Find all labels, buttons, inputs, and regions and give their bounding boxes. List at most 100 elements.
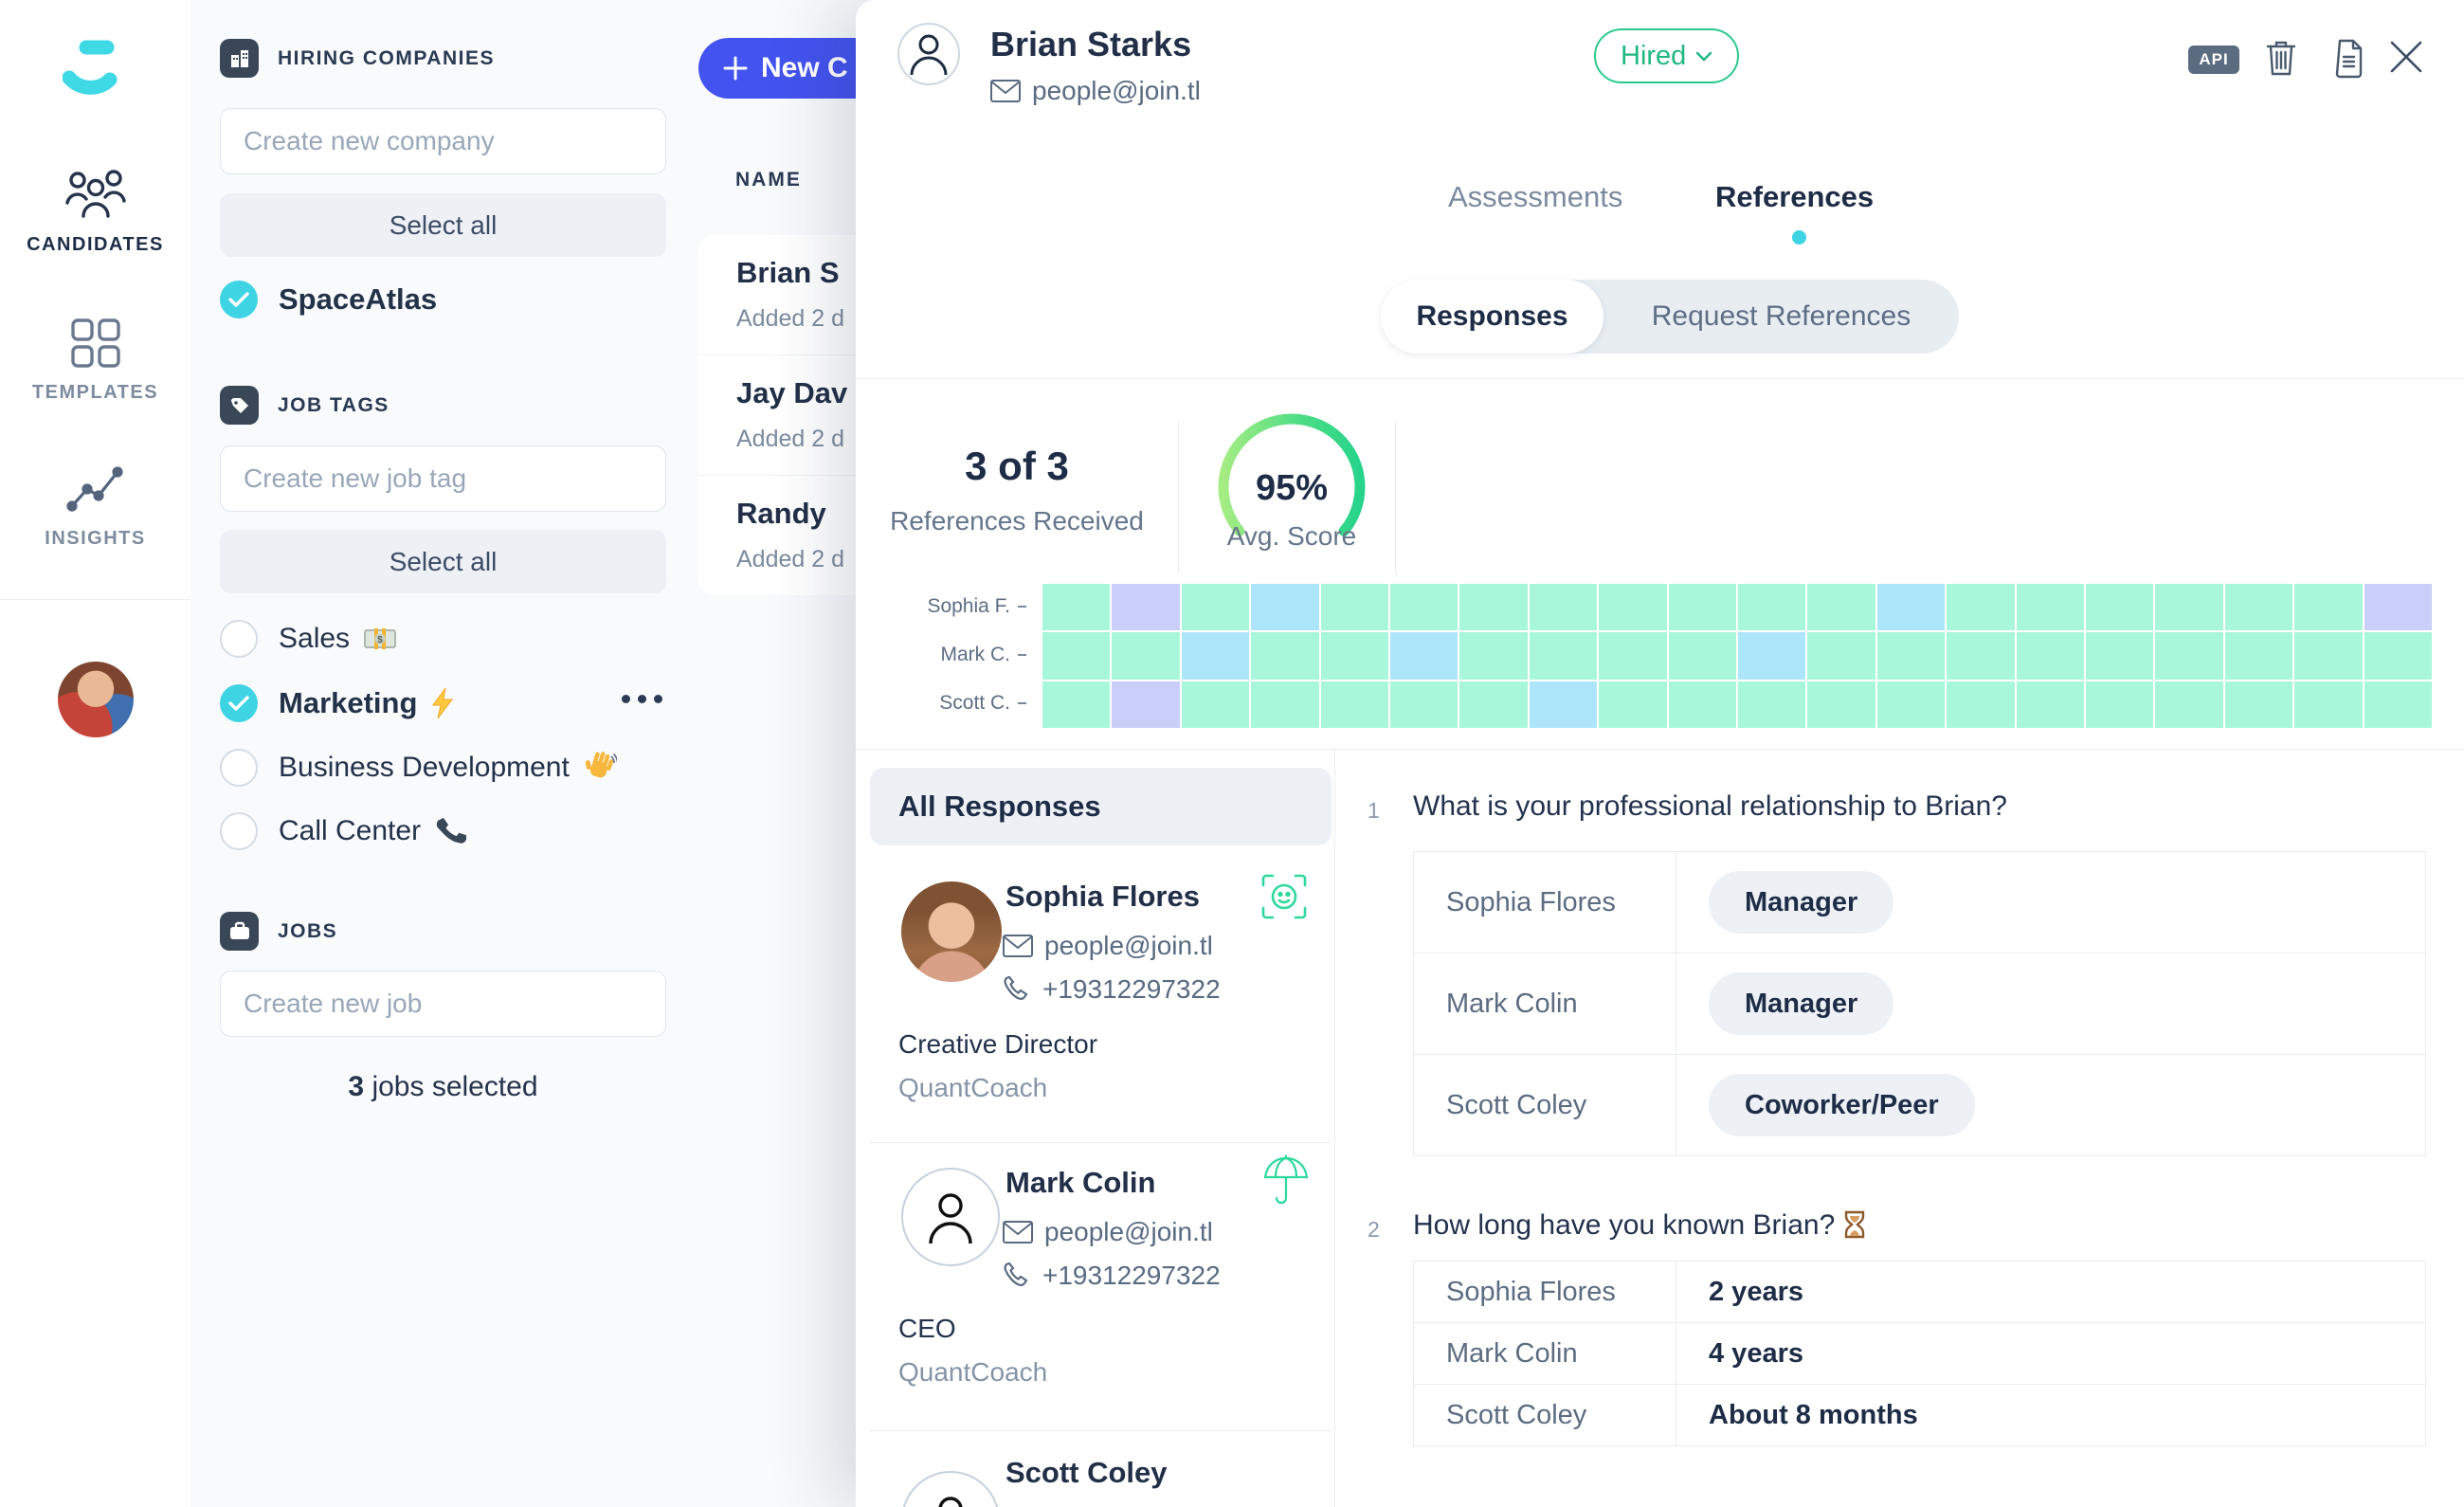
status-dropdown[interactable]: Hired: [1594, 28, 1740, 83]
sidebar-item-insights[interactable]: INSIGHTS: [0, 463, 190, 550]
heatmap-cell: [1738, 584, 1806, 631]
create-job-input[interactable]: [220, 971, 666, 1037]
heatmap-cell: [1112, 681, 1180, 728]
heatmap-cell: [1320, 681, 1388, 728]
heatmap-cell: [1042, 681, 1111, 728]
avatar: [901, 1168, 1000, 1266]
email-row: people@join.tl: [1003, 931, 1213, 961]
create-job-tag-input[interactable]: [220, 445, 666, 512]
filters-panel: HIRING COMPANIES Select all SpaceAtlas J…: [190, 0, 697, 1507]
delete-button[interactable]: [2264, 38, 2298, 78]
heatmap-row-label: Sophia F.: [875, 595, 1026, 618]
checkbox-checked-icon[interactable]: [220, 281, 258, 318]
job-tags-header: JOB TAGS: [220, 386, 390, 425]
heatmap-cell: [1807, 584, 1875, 631]
email-row: people@join.tl: [1003, 1217, 1213, 1247]
job-tag-item-marketing[interactable]: Marketing: [220, 683, 662, 723]
heatmap-cell: [1599, 584, 1667, 631]
plus-icon: [723, 56, 748, 81]
divider: [1334, 749, 1335, 1507]
heatmap-cell: [1320, 632, 1388, 680]
heatmap-cell: [1876, 632, 1946, 680]
hiring-companies-header: HIRING COMPANIES: [220, 39, 495, 78]
heatmap-cell: [2224, 632, 2293, 680]
answer-row: Sophia Flores 2 years: [1414, 1262, 2425, 1323]
building-icon: [220, 39, 259, 78]
sidebar: CANDIDATES TEMPLATES INSIGHTS: [0, 0, 191, 1507]
user-avatar[interactable]: [58, 662, 134, 737]
answer-row: Mark Colin 4 years: [1414, 1323, 2425, 1385]
company-item-spaceatlas[interactable]: SpaceAtlas: [220, 280, 437, 319]
toggle-responses[interactable]: Responses: [1381, 280, 1603, 354]
create-company-input[interactable]: [220, 108, 666, 174]
candidate-row[interactable]: Brian S Added 2 d: [698, 235, 905, 355]
face-scan-icon[interactable]: [1261, 874, 1307, 919]
job-tag-item-sales[interactable]: Sales $: [220, 619, 397, 659]
sidebar-item-label: CANDIDATES: [27, 234, 164, 255]
heatmap-cell: [1251, 632, 1319, 680]
question-text: How long have you known Brian?: [1413, 1209, 1867, 1242]
heatmap-cell: [1738, 681, 1806, 728]
umbrella-icon[interactable]: [1261, 1154, 1311, 1206]
heatmap-cell: [1042, 584, 1111, 631]
item-menu-dots-icon[interactable]: [622, 695, 662, 703]
select-all-job-tags-button[interactable]: Select all: [220, 530, 666, 593]
people-group-icon: [64, 167, 127, 222]
checkbox-icon[interactable]: [220, 812, 258, 850]
svg-text:$: $: [377, 635, 383, 645]
heatmap-cell: [1947, 681, 2015, 728]
answers-table: Sophia Flores Manager Mark Colin Manager…: [1413, 851, 2426, 1156]
checkbox-checked-icon[interactable]: [220, 684, 258, 722]
candidate-avatar: [897, 23, 960, 85]
candidate-row[interactable]: Jay Dav Added 2 d: [698, 355, 905, 476]
heatmap-cell: [1042, 632, 1111, 680]
heatmap-cell: [1459, 681, 1528, 728]
hourglass-icon: [1842, 1210, 1867, 1241]
all-responses-filter[interactable]: All Responses: [870, 768, 1332, 845]
phone-row: +19312297322: [1003, 974, 1221, 1005]
job-tag-label: Sales $: [279, 623, 397, 655]
heatmap-cell: [1668, 681, 1736, 728]
copy-document-button[interactable]: [2330, 38, 2364, 80]
phone-row: +19312297322: [1003, 1261, 1221, 1291]
select-all-companies-button[interactable]: Select all: [220, 193, 666, 257]
heatmap-cell: [1251, 681, 1319, 728]
tab-references[interactable]: References: [1715, 180, 1875, 213]
heatmap-cell: [1459, 632, 1528, 680]
api-badge[interactable]: API: [2188, 45, 2239, 74]
heatmap-cell: [1112, 632, 1180, 680]
toggle-request-references[interactable]: Request References: [1651, 300, 1911, 332]
tag-icon: [220, 386, 259, 425]
answer-row: Scott Coley About 8 months: [1414, 1385, 2425, 1445]
avatar: [901, 881, 1002, 982]
heatmap-cell: [2086, 584, 2154, 631]
answer-row: Sophia Flores Manager: [1414, 852, 2425, 953]
answer-pill: Manager: [1709, 871, 1894, 934]
heatmap-cell: [2016, 584, 2084, 631]
active-tab-dot: [1792, 230, 1806, 245]
question-text: What is your professional relationship t…: [1413, 790, 2007, 822]
heatmap-cell: [1529, 584, 1598, 631]
job-tag-item-business-development[interactable]: Business Development: [220, 748, 617, 788]
heatmap-cell: [1529, 681, 1598, 728]
references-received-stat: 3 of 3 References Received: [890, 444, 1144, 536]
candidate-email: people@join.tl: [990, 76, 1201, 106]
candidate-row[interactable]: Randy Added 2 d: [736, 497, 844, 572]
phone-emoji-icon: [434, 815, 467, 847]
sidebar-item-candidates[interactable]: CANDIDATES: [0, 167, 190, 256]
close-icon[interactable]: [2387, 38, 2425, 76]
heatmap-cell: [1181, 681, 1250, 728]
chart-line-icon: [65, 463, 125, 516]
tab-assessments[interactable]: Assessments: [1448, 180, 1623, 213]
heatmap-cell: [2224, 681, 2293, 728]
answer-pill: Manager: [1709, 972, 1894, 1035]
job-tag-label: Business Development: [279, 751, 617, 785]
sidebar-item-templates[interactable]: TEMPLATES: [0, 317, 190, 404]
heatmap-cell: [2086, 681, 2154, 728]
sidebar-item-label: INSIGHTS: [45, 528, 146, 549]
checkbox-icon[interactable]: [220, 749, 258, 787]
job-tag-item-call-center[interactable]: Call Center: [220, 811, 467, 851]
briefcase-icon: [220, 912, 259, 951]
checkbox-icon[interactable]: [220, 620, 258, 658]
